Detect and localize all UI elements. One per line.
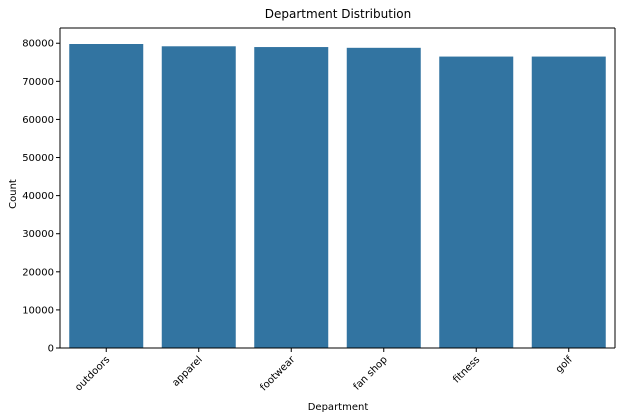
- y-tick-label: 80000: [22, 39, 54, 50]
- y-tick-label: 30000: [22, 229, 54, 240]
- bar-apparel: [161, 46, 236, 348]
- bar-golf: [531, 56, 606, 348]
- y-tick-label: 70000: [22, 77, 54, 88]
- x-tick-label: footwear: [258, 354, 298, 394]
- y-tick-label: 40000: [22, 191, 54, 202]
- plot-area: 0 10000 20000 30000 40000 50000 60000 70000 8000…: [22, 27, 616, 394]
- x-axis-label: Department: [308, 402, 369, 413]
- bar-fan-shop: [346, 47, 421, 349]
- bar-fitness: [439, 56, 514, 348]
- y-tick-label: 10000: [22, 305, 54, 316]
- x-tick-label: fitness: [451, 354, 482, 385]
- x-tick-label: fan shop: [352, 354, 390, 392]
- x-tick-label: golf: [554, 354, 575, 375]
- y-axis-label: Count: [8, 179, 19, 209]
- chart-title: Department Distribution: [265, 7, 411, 21]
- y-tick-label: 50000: [22, 153, 54, 164]
- x-tick-label: apparel: [170, 354, 204, 388]
- bar-outdoors: [69, 44, 144, 348]
- y-tick-label: 20000: [22, 267, 54, 278]
- y-tick-label: 0: [48, 344, 54, 355]
- bar-footwear: [254, 47, 329, 349]
- x-tick-label: outdoors: [73, 354, 112, 393]
- y-tick-label: 60000: [22, 115, 54, 126]
